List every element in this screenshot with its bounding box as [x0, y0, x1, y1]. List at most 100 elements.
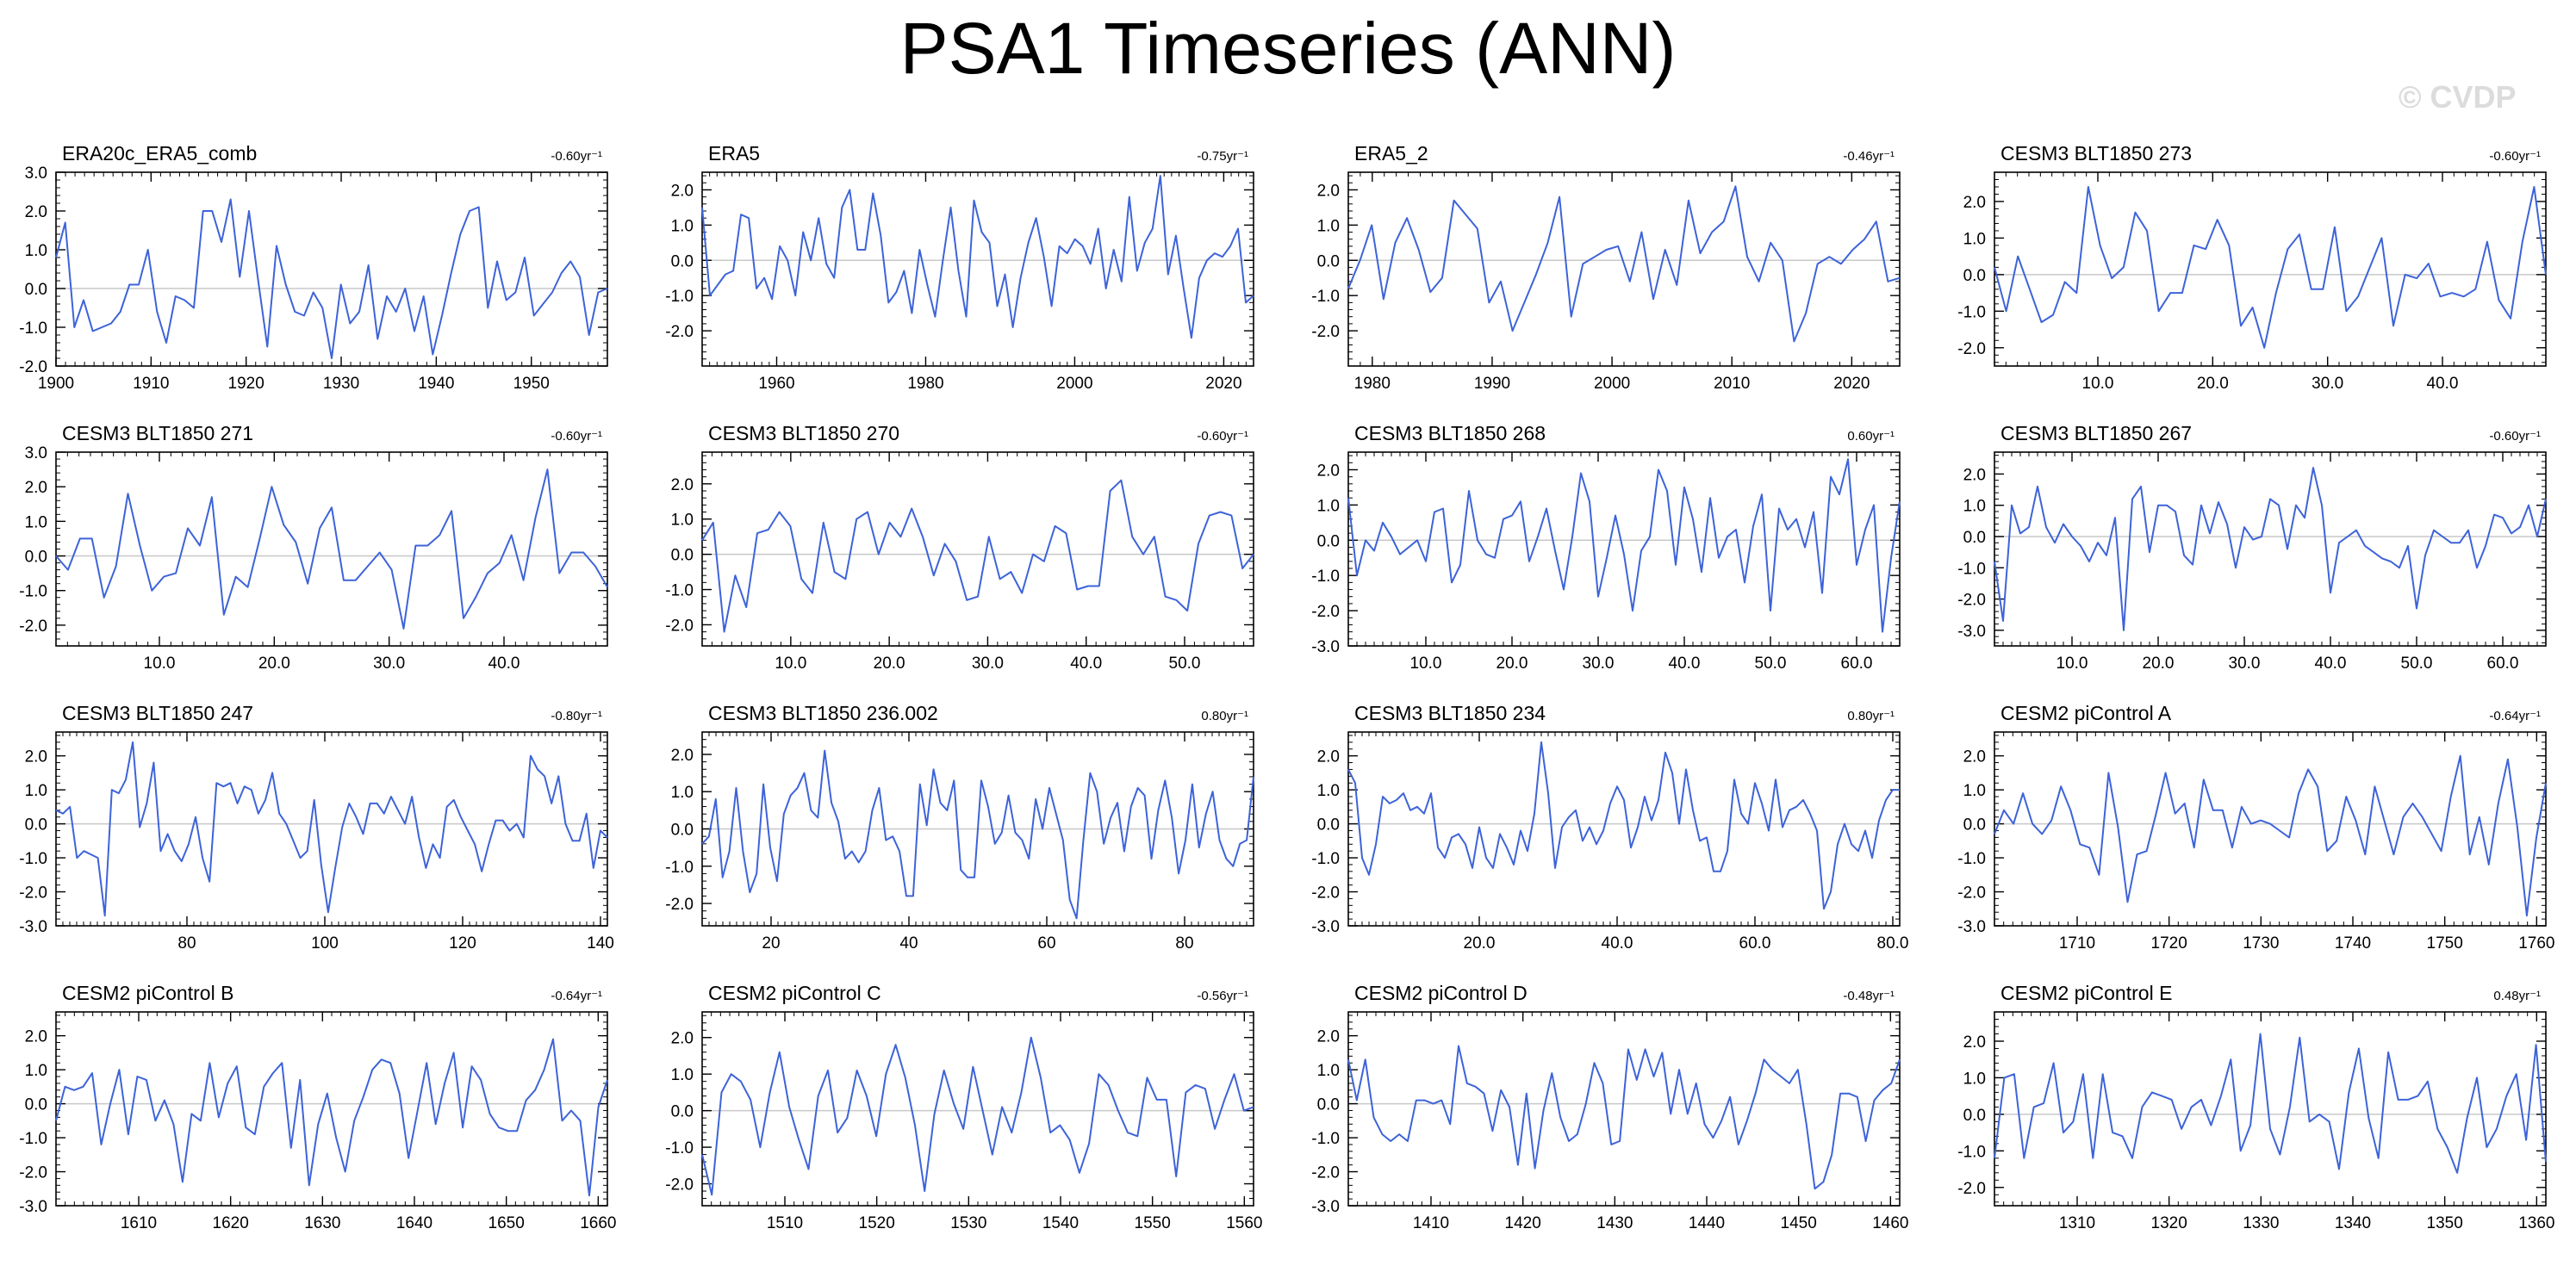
- y-tick-label: -2.0: [1311, 603, 1340, 621]
- x-tick-label: 1510: [767, 1214, 803, 1232]
- y-tick-label: -2.0: [19, 358, 47, 376]
- y-tick-label: 0.0: [671, 1103, 694, 1121]
- y-tick-label: 1.0: [1963, 1070, 1986, 1088]
- series-line: [701, 479, 1254, 633]
- y-tick-label: 1.0: [1963, 230, 1986, 248]
- axes-frame: [55, 451, 608, 647]
- panel-title: CESM3 BLT1850 236.002: [708, 702, 938, 724]
- panel-2: ERA5 -0.75yr⁻¹ 1960 1980 2000 2020 -2.0 -1.0 0.0…: [665, 142, 1254, 393]
- x-tick-label: 40: [899, 934, 918, 953]
- y-tick-label: 3.0: [25, 444, 47, 462]
- y-tick-label: 2.0: [1963, 748, 1986, 766]
- y-tick-label: -1.0: [665, 1139, 694, 1157]
- panel-title: CESM2 piControl B: [62, 982, 233, 1004]
- y-tick-label: -1.0: [19, 583, 47, 601]
- y-tick-label: -2.0: [19, 1164, 47, 1182]
- y-tick-label: 2.0: [671, 476, 694, 494]
- y-tick-label: -1.0: [1957, 850, 1986, 868]
- panel-title: ERA5_2: [1354, 142, 1428, 164]
- x-tick-label: 1340: [2335, 1214, 2371, 1232]
- x-tick-label: 1630: [304, 1214, 340, 1232]
- panel-title: CESM3 BLT1850 247: [62, 702, 253, 724]
- panel-13: CESM2 piControl B -0.64yr⁻¹ 1610 1620 1630 16…: [19, 982, 616, 1232]
- y-tick-label: 0.0: [25, 1096, 47, 1114]
- x-tick-label: 2020: [1833, 375, 1870, 393]
- y-tick-label: -3.0: [1311, 1198, 1340, 1216]
- y-tick-label: -2.0: [1311, 884, 1340, 903]
- y-tick-label: 3.0: [25, 164, 47, 183]
- x-tick-label: 1550: [1135, 1214, 1171, 1232]
- x-tick-label: 140: [587, 934, 614, 953]
- panel-trend-label: -0.46yr⁻¹: [1843, 149, 1895, 164]
- axes-frame: [1994, 1011, 2547, 1207]
- series-line: [1347, 185, 1901, 343]
- y-tick-label: 1.0: [1963, 498, 1986, 516]
- x-tick-label: 10.0: [2082, 375, 2114, 393]
- panel-trend-label: -0.60yr⁻¹: [551, 149, 602, 164]
- x-tick-label: 80.0: [1877, 934, 1909, 953]
- x-tick-label: 20.0: [1496, 655, 1528, 673]
- panel-11: CESM3 BLT1850 234 0.80yr⁻¹ 20.0 40.0 60.0 80.…: [1311, 702, 1908, 953]
- y-tick-label: 1.0: [1317, 497, 1340, 515]
- x-tick-label: 1350: [2427, 1214, 2463, 1232]
- x-tick-label: 1650: [488, 1214, 525, 1232]
- y-tick-label: 2.0: [1317, 748, 1340, 766]
- y-tick-label: 1.0: [25, 513, 47, 531]
- x-tick-label: 10.0: [775, 655, 806, 673]
- x-tick-label: 10.0: [2056, 655, 2088, 673]
- x-tick-label: 60.0: [1841, 655, 1873, 673]
- panel-trend-label: -0.60yr⁻¹: [2489, 149, 2541, 164]
- panel-title: CESM2 piControl E: [2000, 982, 2172, 1004]
- y-tick-label: 2.0: [25, 479, 47, 497]
- axes-frame: [55, 1011, 608, 1207]
- panel-trend-label: 0.80yr⁻¹: [1847, 709, 1895, 723]
- y-tick-label: 1.0: [1317, 217, 1340, 235]
- y-tick-label: 0.0: [671, 252, 694, 270]
- x-tick-label: 1950: [513, 375, 550, 393]
- y-tick-label: -1.0: [1311, 850, 1340, 868]
- x-tick-label: 1990: [1474, 375, 1510, 393]
- y-tick-label: 0.0: [1963, 1107, 1986, 1125]
- y-tick-label: -1.0: [19, 1130, 47, 1148]
- y-tick-label: -1.0: [19, 850, 47, 868]
- panel-title: CESM2 piControl A: [2000, 702, 2172, 724]
- y-tick-label: -3.0: [1311, 918, 1340, 936]
- panel-title: CESM3 BLT1850 267: [2000, 422, 2192, 444]
- y-tick-label: -2.0: [1957, 884, 1986, 903]
- series-line: [1994, 186, 2547, 349]
- panel-trend-label: -0.60yr⁻¹: [2489, 429, 2541, 444]
- y-tick-label: -3.0: [1957, 623, 1986, 641]
- y-tick-label: 0.0: [1317, 816, 1340, 835]
- series-line: [55, 198, 608, 359]
- y-tick-label: -3.0: [1957, 918, 1986, 936]
- x-tick-label: 2000: [1056, 375, 1092, 393]
- x-tick-label: 1620: [213, 1214, 249, 1232]
- axes-frame: [701, 171, 1254, 367]
- axes-frame: [1994, 451, 2547, 647]
- panel-trend-label: 0.48yr⁻¹: [2493, 989, 2541, 1003]
- x-tick-label: 1900: [38, 375, 74, 393]
- series-line: [701, 1036, 1254, 1196]
- y-tick-label: 1.0: [671, 512, 694, 530]
- y-tick-label: 0.0: [1963, 816, 1986, 835]
- y-tick-label: 1.0: [25, 242, 47, 260]
- y-tick-label: 1.0: [1317, 782, 1340, 800]
- series-line: [55, 741, 608, 917]
- figure-title: PSA1 Timeseries (ANN): [899, 8, 1677, 89]
- panel-title: CESM3 BLT1850 270: [708, 422, 899, 444]
- panel-3: ERA5_2 -0.46yr⁻¹ 1980 1990 2000 2010 2020 -2.0 -…: [1311, 142, 1901, 393]
- x-tick-label: 1720: [2151, 934, 2187, 953]
- x-tick-label: 1920: [228, 375, 264, 393]
- x-tick-label: 1410: [1413, 1214, 1449, 1232]
- y-tick-label: 2.0: [671, 182, 694, 200]
- x-tick-label: 1640: [396, 1214, 432, 1232]
- x-tick-label: 50.0: [1169, 655, 1201, 673]
- x-tick-label: 2020: [1205, 375, 1241, 393]
- y-tick-label: -1.0: [1311, 1130, 1340, 1148]
- x-tick-label: 1980: [907, 375, 943, 393]
- x-tick-label: 1530: [950, 1214, 986, 1232]
- y-tick-label: 1.0: [671, 217, 694, 235]
- x-tick-label: 20.0: [258, 655, 290, 673]
- y-tick-label: 0.0: [1963, 267, 1986, 285]
- axes-frame: [1347, 1011, 1901, 1207]
